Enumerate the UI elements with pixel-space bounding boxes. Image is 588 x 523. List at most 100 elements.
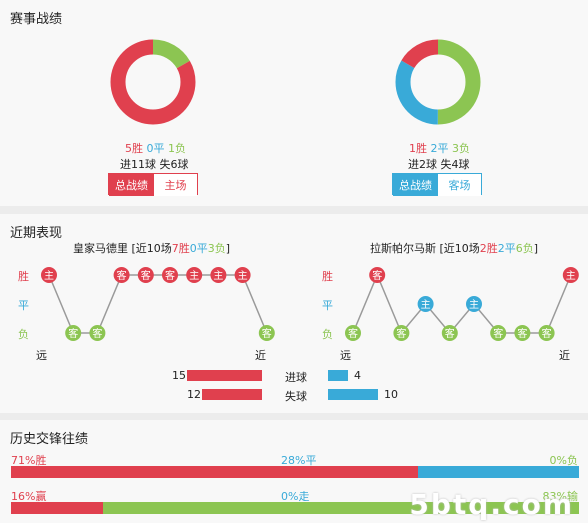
away-win-slice <box>395 39 481 125</box>
home-form-chart: 胜 平 负 远 近 主客 客客客客主主主客 <box>18 267 275 362</box>
home-recent-draws: 0平 <box>189 242 208 255</box>
away-record-tabs: 总战绩 客场 <box>392 173 482 196</box>
handicap-push-pct: 0%走 <box>281 490 310 503</box>
away-recent-losses: 6负 <box>515 242 534 255</box>
home-conceded-bar <box>202 389 262 400</box>
h2h-win-segment <box>11 466 419 478</box>
away-match-marker <box>490 325 507 341</box>
h2h-result-bar <box>11 466 579 478</box>
home-match-marker <box>89 325 106 341</box>
h2h-loss-pct: 0%负 <box>549 454 578 467</box>
away-match-marker <box>393 325 410 341</box>
home-match-venue: 客 <box>262 327 272 340</box>
away-wins: 1胜 <box>409 142 427 155</box>
h2h-draw-segment <box>418 466 579 478</box>
home-match-marker <box>65 325 82 341</box>
handicap-win-segment <box>11 502 103 514</box>
away-recent-draws: 2平 <box>497 242 516 255</box>
away-match-marker <box>417 296 434 312</box>
away-match-venue: 主 <box>469 299 479 311</box>
away-recent-summary: 拉斯帕尔马斯 [近10场2胜2平6负] <box>370 240 538 256</box>
home-match-venue: 客 <box>141 269 151 282</box>
away-scored-value: 4 <box>354 369 361 382</box>
home-match-venue: 客 <box>165 269 175 282</box>
tab-away-overall[interactable]: 总战绩 <box>393 174 438 196</box>
away-goals: 进2球 失4球 <box>408 158 470 171</box>
section-title-history: 历史交锋往绩 <box>10 432 89 447</box>
axis-near-label: 近 <box>255 349 266 362</box>
away-match-marker <box>466 296 482 312</box>
handicap-loss-pct: 83%输 <box>542 490 578 503</box>
home-match-venue: 主 <box>213 270 223 282</box>
h2h-draw-pct: 28%平 <box>281 454 317 467</box>
away-form-chart: 胜 平 负 远 近 客客客主客主客客客主 <box>322 267 579 362</box>
home-match-venue: 主 <box>44 270 54 282</box>
home-match-venue: 客 <box>92 327 102 340</box>
home-summary-suffix: ] <box>225 242 231 255</box>
away-conceded-value: 10 <box>384 388 398 401</box>
away-form-line <box>352 273 572 335</box>
tab-home-venue[interactable]: 主场 <box>154 174 197 196</box>
home-scored-bar <box>187 370 262 381</box>
away-match-marker <box>538 325 555 341</box>
axis-draw-label: 平 <box>18 299 29 312</box>
away-match-venue: 客 <box>542 327 552 340</box>
home-win-slice <box>110 39 196 125</box>
home-match-marker <box>186 267 203 283</box>
home-conceded-value: 12 <box>187 388 201 401</box>
home-losses: 1负 <box>168 142 186 155</box>
home-match-marker <box>234 267 251 283</box>
axis-win-label: 胜 <box>322 269 333 283</box>
scored-label: 进球 <box>285 371 307 384</box>
home-match-marker <box>137 267 154 283</box>
away-scored-bar <box>328 370 348 381</box>
away-draws: 2平 <box>430 142 449 155</box>
home-match-venue: 主 <box>238 270 248 282</box>
away-team-name: 拉斯帕尔马斯 <box>370 242 436 255</box>
away-match-marker <box>562 267 579 283</box>
away-match-venue: 主 <box>421 299 431 311</box>
home-draws: 0平 <box>146 142 165 155</box>
home-recent-losses: 3负 <box>207 242 226 255</box>
away-match-venue: 主 <box>566 270 576 282</box>
home-match-venue: 客 <box>68 327 78 340</box>
h2h-win-pct: 71%胜 <box>11 454 47 467</box>
home-scored-value: 15 <box>172 369 186 382</box>
axis-far-label: 远 <box>36 349 47 362</box>
away-match-venue: 客 <box>396 327 406 340</box>
away-match-marker <box>345 325 361 341</box>
away-match-marker <box>514 325 531 341</box>
home-match-marker <box>113 267 130 283</box>
away-match-venue: 客 <box>493 327 503 340</box>
axis-loss-label: 负 <box>18 327 29 341</box>
away-summary-suffix: ] <box>533 242 539 255</box>
home-match-venue: 客 <box>117 269 127 282</box>
home-form-line <box>48 274 268 334</box>
away-conceded-bar <box>328 389 378 400</box>
home-match-marker <box>41 267 57 283</box>
handicap-loss-segment <box>102 502 579 514</box>
away-record-line: 1胜 2平 3负 <box>409 140 470 156</box>
away-match-marker <box>441 325 458 341</box>
home-record-line: 5胜 0平 1负 <box>125 140 186 156</box>
home-summary-prefix: [近10场 <box>131 242 172 255</box>
home-record-donut <box>110 39 196 125</box>
recent-form-panel: 近期表现 皇家马德里 [近10场7胜0平3负] 拉斯帕尔马斯 [近10场2胜2平… <box>0 214 588 413</box>
axis-far-label: 远 <box>340 349 351 362</box>
home-match-venue: 主 <box>189 270 199 282</box>
handicap-result-bar <box>11 502 579 514</box>
home-team-name: 皇家马德里 <box>73 242 128 255</box>
axis-draw-label: 平 <box>322 299 333 312</box>
record-panel: 赛事战绩 5胜 0平 1负 进11球 失6球 1胜 2平 3负 进2球 失4球 … <box>0 0 588 206</box>
home-match-marker <box>210 267 227 283</box>
tab-away-venue[interactable]: 客场 <box>438 174 481 196</box>
axis-win-label: 胜 <box>18 269 29 283</box>
away-match-venue: 客 <box>517 327 527 340</box>
away-recent-wins: 2胜 <box>479 242 498 255</box>
tab-home-overall[interactable]: 总战绩 <box>109 174 154 196</box>
axis-near-label: 近 <box>559 349 570 362</box>
away-summary-prefix: [近10场 <box>439 242 480 255</box>
away-match-venue: 客 <box>445 327 455 340</box>
home-recent-summary: 皇家马德里 [近10场7胜0平3负] <box>73 240 230 256</box>
home-recent-wins: 7胜 <box>171 242 190 255</box>
